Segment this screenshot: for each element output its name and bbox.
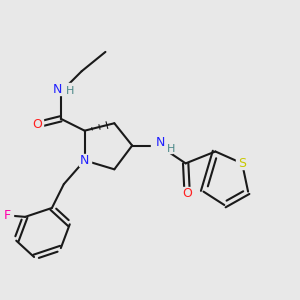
Bar (2, 209, 13, 221)
Text: H: H (66, 85, 74, 96)
Bar (79, 154, 91, 166)
Bar (31, 119, 43, 131)
Bar (152, 138, 172, 153)
Text: N: N (53, 82, 62, 96)
Text: H: H (167, 143, 175, 154)
Bar (236, 158, 248, 169)
Text: O: O (32, 118, 42, 131)
Bar (50, 83, 71, 95)
Bar (181, 187, 193, 199)
Text: N: N (80, 154, 89, 167)
Text: N: N (156, 136, 165, 149)
Text: S: S (238, 157, 246, 170)
Text: O: O (182, 187, 192, 200)
Text: F: F (4, 209, 11, 222)
